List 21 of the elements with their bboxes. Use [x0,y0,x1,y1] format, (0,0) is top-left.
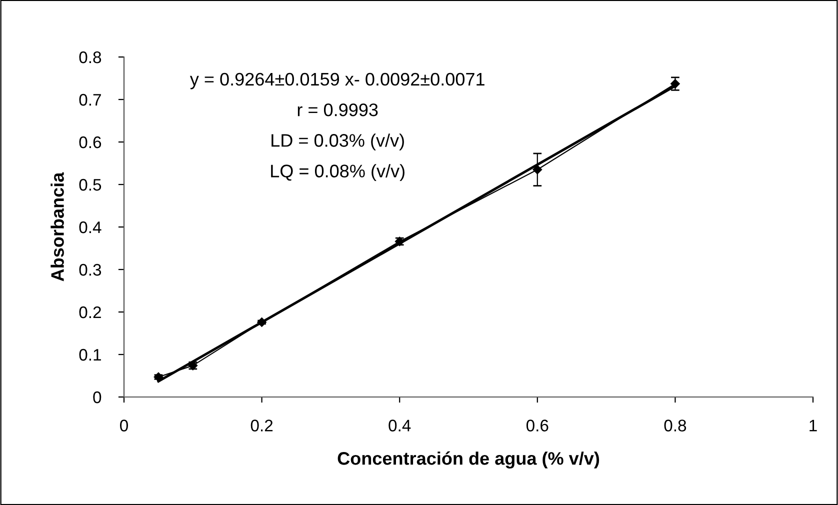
x-tick-label: 1 [810,420,817,432]
y-tick-label: 0.3 [79,264,102,276]
y-tick-label: 0 [93,391,102,404]
annotation: r = 0.9993 [298,103,378,116]
x-axis-title: Concentración de agua (% v/v) [338,451,600,468]
x-tick-label: 0.4 [388,420,411,432]
annotation: y = 0.9264±0.0159 x- 0.0092±0.0071 [190,72,484,90]
x-tick-label: 0.6 [526,420,548,432]
y-axis-title: Absorbancia [50,172,64,282]
y-tick-label: 0.8 [79,51,102,64]
y-tick-label: 0.4 [79,221,102,234]
y-tick-label: 0.5 [79,178,102,191]
x-tick-label: 0.2 [250,420,273,432]
y-tick-label: 0.6 [79,136,102,148]
x-tick-label: 0.8 [664,420,686,432]
annotation: LQ = 0.08% (v/v) [271,164,404,182]
annotation: LD = 0.03% (v/v) [272,134,404,150]
x-tick-label: 0 [120,420,128,432]
y-tick-label: 0.2 [79,306,101,318]
y-tick-label: 0.7 [79,94,101,106]
y-tick-label: 0.1 [79,348,101,361]
